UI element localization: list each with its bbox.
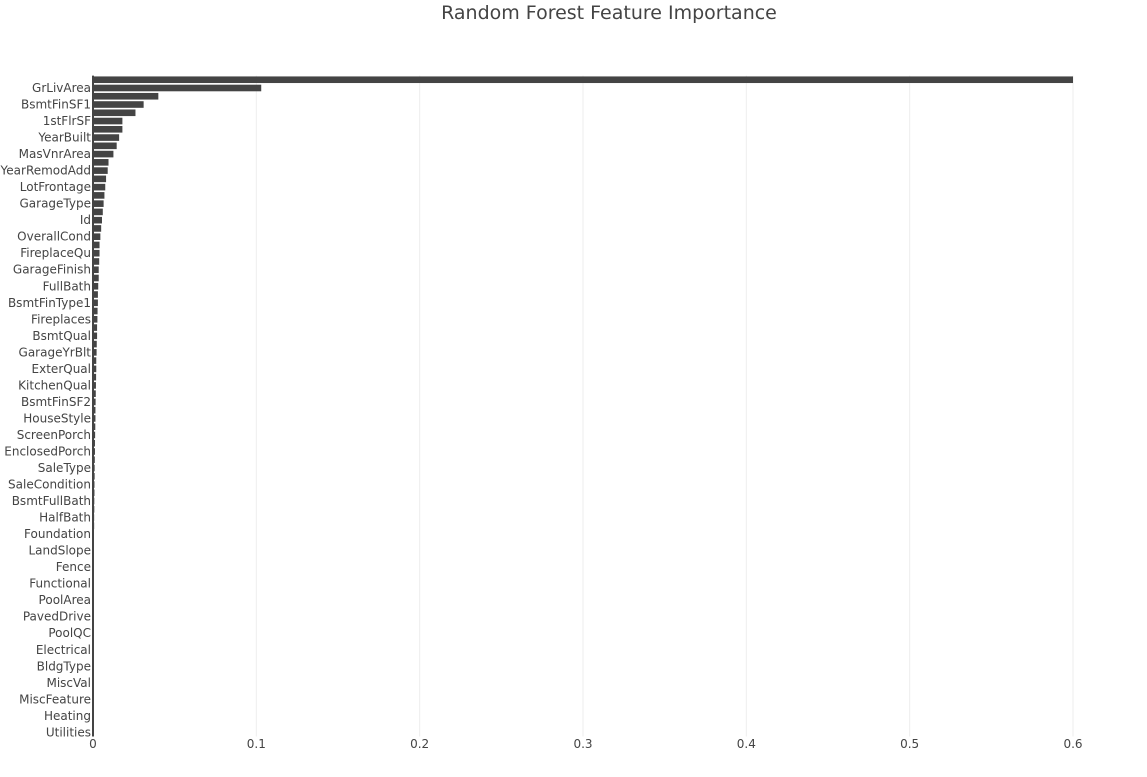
bar: [93, 84, 262, 92]
bar: [93, 125, 123, 133]
bar: [93, 134, 120, 141]
bar: [93, 324, 98, 331]
bar: [93, 340, 97, 348]
y-tick-label: EnclosedPorch: [4, 444, 91, 458]
x-tick-label: 0.2: [410, 737, 429, 751]
y-tick-label: LotFrontage: [20, 180, 91, 194]
bar: [93, 101, 144, 108]
y-tick-label: YearBuilt: [37, 131, 91, 145]
bar: [93, 142, 117, 150]
bar: [93, 431, 96, 439]
y-tick-label: MasVnrArea: [19, 147, 91, 161]
y-tick-label: HouseStyle: [23, 411, 91, 425]
y-tick-label: GarageFinish: [13, 263, 91, 277]
y-tick-label: PoolArea: [39, 593, 91, 607]
gridlines: [255, 75, 1074, 737]
y-tick-label: BsmtFinType1: [8, 296, 91, 310]
bar: [93, 291, 98, 298]
bar: [93, 349, 97, 356]
y-tick-label: Heating: [44, 709, 91, 723]
y-tick-label: PoolQC: [48, 626, 91, 640]
y-tick-label: BldgType: [37, 659, 91, 673]
x-tick-label: 0.5: [900, 737, 919, 751]
bar: [93, 167, 108, 174]
y-tick-label: KitchenQual: [18, 378, 91, 392]
bar: [93, 332, 98, 340]
bar: [93, 200, 104, 207]
y-tick-label: GrLivArea: [32, 81, 91, 95]
x-tick-label: 0.1: [247, 737, 266, 751]
bar: [93, 208, 103, 216]
bar: [93, 373, 97, 381]
y-tick-label: FullBath: [43, 279, 91, 293]
bar: [93, 382, 96, 389]
bar: [93, 390, 96, 397]
y-tick-label: Foundation: [24, 527, 91, 541]
bar: [93, 109, 136, 117]
bar: [93, 241, 100, 249]
y-tick-label: MiscFeature: [19, 692, 91, 706]
bar: [93, 192, 105, 199]
y-tick-label: Fireplaces: [31, 312, 91, 326]
bar: [93, 150, 114, 158]
y-tick-label: LandSlope: [28, 544, 91, 558]
y-tick-label: SaleCondition: [8, 478, 91, 492]
y-tick-label: ExterQual: [32, 362, 91, 376]
bar: [93, 365, 97, 373]
bar: [93, 183, 106, 191]
y-tick-label: BsmtFinSF1: [21, 98, 91, 112]
y-tick-label: ScreenPorch: [17, 428, 91, 442]
y-tick-label: Electrical: [36, 643, 91, 657]
y-tick-label: Id: [80, 213, 91, 227]
y-tick-label: BsmtFinSF2: [21, 395, 91, 409]
bar: [93, 117, 123, 125]
x-tick-label: 0.3: [573, 737, 592, 751]
y-tick-labels: GrLivArea BsmtFinSF1 1stFlrSF YearBuilt MasV…: [0, 81, 91, 739]
y-tick-label: Fence: [56, 560, 91, 574]
y-tick-label: BsmtQual: [32, 329, 91, 343]
y-tick-label: BsmtFullBath: [12, 494, 91, 508]
bar: [93, 76, 1073, 84]
bar: [93, 274, 99, 282]
bar: [93, 307, 98, 315]
y-tick-label: Utilities: [46, 725, 91, 739]
y-tick-label: YearRemodAdd: [0, 164, 91, 178]
x-tick-label: 0.4: [737, 737, 756, 751]
x-tick-label: 0.6: [1063, 737, 1082, 751]
bar: [93, 398, 96, 406]
y-tick-label: HalfBath: [39, 511, 91, 525]
bar: [93, 423, 96, 431]
y-tick-label: 1stFlrSF: [43, 114, 91, 128]
bar: [93, 233, 101, 240]
y-tick-label: GarageType: [19, 197, 91, 211]
bar: [93, 415, 96, 422]
y-tick-label: Functional: [29, 577, 91, 591]
y-tick-label: GarageYrBlt: [19, 345, 92, 359]
x-tick-labels: 0 0.1 0.2 0.3 0.4 0.5 0.6: [89, 737, 1082, 751]
y-tick-label: PavedDrive: [23, 610, 91, 624]
bar: [93, 159, 109, 166]
y-tick-label: SaleType: [38, 461, 91, 475]
chart-title: Random Forest Feature Importance: [441, 2, 777, 24]
bar: [93, 175, 107, 183]
bar: [93, 406, 96, 414]
bar: [93, 282, 99, 290]
bar: [93, 92, 159, 100]
bar: [93, 357, 97, 364]
x-tick-label: 0: [89, 737, 97, 751]
bar: [93, 299, 98, 307]
y-tick-label: FireplaceQu: [20, 246, 91, 260]
bar: [93, 258, 100, 265]
y-tick-label: MiscVal: [46, 676, 91, 690]
bar: [93, 266, 99, 274]
bar: [93, 225, 102, 232]
bar: [93, 316, 98, 323]
bar: [93, 216, 102, 224]
bar: [93, 249, 100, 257]
y-tick-label: OverallCond: [17, 230, 91, 244]
